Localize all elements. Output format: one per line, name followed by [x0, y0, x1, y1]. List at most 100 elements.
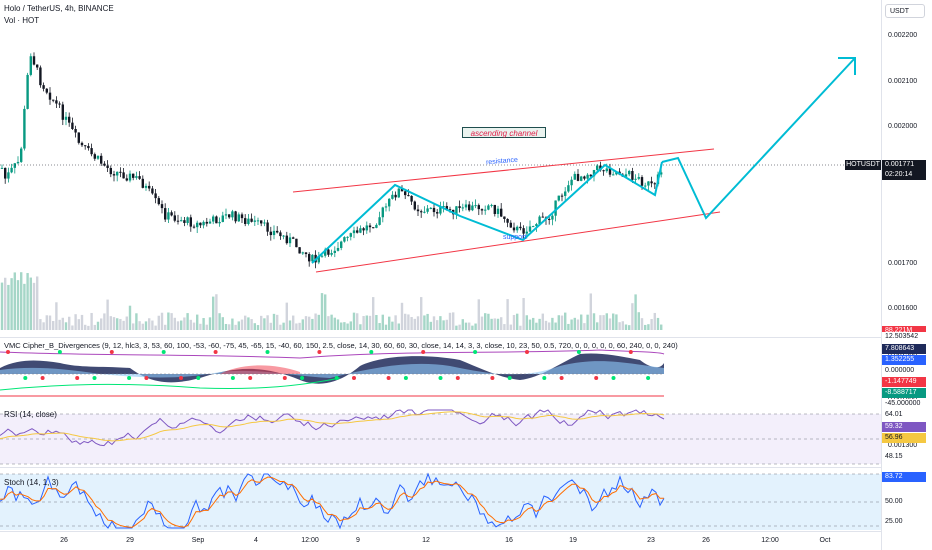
volume-bar — [160, 312, 164, 330]
volume-bar — [247, 317, 250, 330]
volume-bar — [208, 317, 212, 330]
price-axis-label: 0.002000 — [888, 123, 918, 130]
stoch-pane[interactable] — [0, 468, 881, 531]
candle-body — [653, 183, 656, 185]
rsi-pane[interactable] — [0, 406, 881, 468]
volume-bar — [599, 315, 602, 330]
volume-bar — [548, 322, 551, 330]
candle-body — [61, 104, 64, 120]
price-axis-label: 0.002100 — [888, 77, 918, 85]
candle-body — [282, 235, 285, 237]
volume-bar — [512, 314, 516, 330]
volume-bar — [141, 323, 144, 330]
candle-body — [333, 250, 336, 253]
volume-bar — [407, 314, 410, 330]
candle-body — [141, 178, 144, 188]
time-axis-label: 9 — [356, 537, 360, 544]
candle-body — [90, 148, 93, 155]
volume-bar — [500, 317, 503, 330]
candle-body — [384, 206, 388, 208]
volume-bar — [503, 324, 506, 330]
volume-bar — [535, 322, 538, 330]
candle-body — [292, 237, 295, 239]
volume-bar — [154, 325, 157, 330]
volume-bar — [538, 318, 541, 330]
candle-body — [660, 172, 663, 175]
candle-body — [583, 176, 586, 179]
symbol-legend[interactable]: Holo / TetherUS, 4h, BINANCE — [4, 4, 114, 13]
candle-body — [541, 216, 544, 218]
volume-bar — [474, 323, 477, 330]
volume-bar — [228, 324, 231, 330]
candle-body — [525, 231, 528, 234]
candle-body — [532, 226, 535, 228]
candle-body — [557, 195, 560, 201]
candle-body — [586, 174, 589, 179]
volume-bar — [605, 313, 608, 330]
candle-body — [615, 171, 618, 175]
volume-bar — [372, 297, 375, 330]
volume-bar — [660, 324, 663, 330]
rsi-level-tag: 48.15 — [882, 452, 926, 462]
green-divergence-line — [0, 377, 341, 391]
candle-body — [637, 177, 640, 179]
rsi-level-tag: 59.32 — [882, 422, 926, 432]
volume-bar — [80, 314, 84, 330]
time-axis-label: 12:00 — [761, 537, 779, 544]
rsi-line — [0, 409, 665, 447]
candle-body — [336, 248, 340, 251]
candle-body — [128, 173, 132, 181]
candle-body — [304, 252, 308, 255]
candle-body — [570, 179, 573, 186]
volume-bar — [340, 322, 343, 330]
stoch-legend[interactable]: Stoch (14, 1, 3) — [4, 478, 59, 487]
divergence-pane[interactable] — [0, 338, 881, 406]
volume-bar — [23, 283, 26, 330]
candle-body — [551, 215, 554, 220]
ascending-channel-label: ascending channel — [462, 127, 546, 138]
candle-body — [4, 167, 7, 179]
volume-bar — [359, 324, 362, 330]
candle-body — [381, 207, 384, 218]
volume-bar — [602, 315, 605, 330]
divergence-dot — [646, 376, 651, 380]
divergence-value-tag: 7.808643 — [882, 344, 926, 354]
volume-bar — [186, 313, 189, 330]
candle-body — [484, 209, 487, 211]
candle-body — [404, 191, 407, 196]
volume-bar — [461, 319, 464, 330]
divergence-dot — [525, 350, 529, 354]
volume-bar — [612, 313, 615, 330]
candle-body — [503, 216, 506, 219]
volume-bar — [480, 316, 484, 330]
volume-bar — [192, 322, 196, 330]
currency-button[interactable]: USDT — [885, 4, 925, 18]
volume-bar — [509, 324, 512, 330]
volume-bar — [151, 320, 154, 330]
rsi-legend[interactable]: RSI (14, close) — [4, 410, 57, 419]
candle-body — [39, 67, 42, 86]
candle-body — [74, 128, 77, 133]
divergence-legend[interactable]: VMC Cipher_B_Divergences (9, 12, hlc3, 3… — [4, 341, 678, 350]
candle-body — [324, 249, 327, 256]
volume-bar — [96, 321, 100, 330]
candle-body — [445, 205, 448, 210]
candle-body — [45, 88, 48, 93]
candle-body — [154, 193, 157, 199]
volume-bar — [368, 315, 372, 330]
price-chart[interactable] — [0, 0, 881, 330]
divergence-dot — [576, 350, 581, 354]
divergence-value-tag: 1.352255 — [882, 355, 926, 365]
candle-body — [253, 220, 256, 222]
time-axis-label: Sep — [191, 537, 205, 544]
divergence-dot — [473, 350, 478, 354]
volume-bar — [404, 313, 407, 330]
volume-legend[interactable]: Vol · HOT — [4, 16, 40, 25]
volume-bar — [84, 324, 87, 330]
divergence-dot — [542, 376, 547, 380]
volume-bar — [240, 319, 244, 330]
candle-body — [500, 208, 503, 217]
candle-body — [596, 165, 599, 171]
volume-bar — [71, 325, 74, 330]
volume-value-tag: 88.221M — [882, 326, 926, 336]
